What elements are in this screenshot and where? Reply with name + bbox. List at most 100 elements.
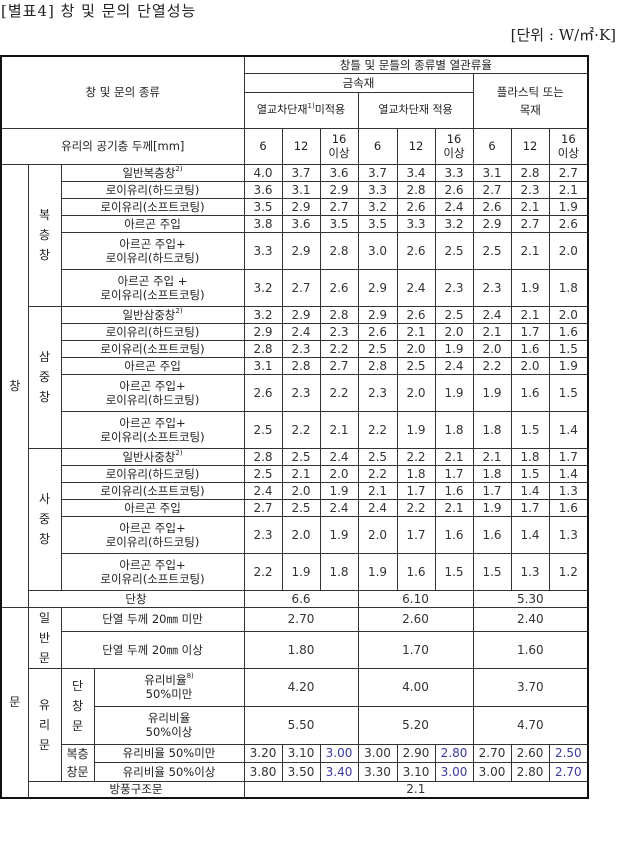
table-row: 단열 두께 20㎜ 이상 1.80 1.70 1.60 <box>1 631 589 669</box>
row-label: 단열 두께 20㎜ 미만 <box>60 606 245 633</box>
thickness-header: 6 <box>472 127 512 165</box>
u-value: 1.8 <box>472 410 512 449</box>
u-value: 2.2 <box>357 464 398 483</box>
single-window-label: 단창 <box>27 589 245 608</box>
u-value: 1.7 <box>472 481 512 500</box>
u-value: 3.1 <box>243 356 283 375</box>
door-category: 문 <box>0 606 29 799</box>
row-label-text: 일반사중창 <box>122 449 176 464</box>
u-value: 2.1 <box>319 410 359 449</box>
single-glass-door-group: 단창문 <box>60 667 95 745</box>
u-value: 2.90 <box>396 743 436 763</box>
u-value: 2.7 <box>472 180 512 199</box>
u-value: 2.6 <box>396 197 436 216</box>
u-value: 2.8 <box>243 339 283 358</box>
u-value: 2.7 <box>281 268 321 307</box>
u-value: 4.00 <box>357 667 474 707</box>
u-value: 2.9 <box>243 322 283 341</box>
table-row: 방풍구조문 2.1 <box>1 780 589 799</box>
u-value: 2.1 <box>243 780 589 799</box>
u-value: 2.0 <box>510 356 550 375</box>
u-value: 2.4 <box>357 498 398 517</box>
u-value: 2.2 <box>396 447 436 466</box>
u-value: 3.0 <box>357 231 398 270</box>
u-value: 3.3 <box>434 163 474 182</box>
row-label: 유리비율8) 50%미만 <box>93 667 245 707</box>
row-label: 로이유리(하드코팅) <box>60 322 245 341</box>
u-value: 3.10 <box>396 762 436 782</box>
row-label-text: 일반삼중창 <box>122 307 176 322</box>
u-value: 2.0 <box>434 322 474 341</box>
u-value: 1.8 <box>396 464 436 483</box>
row-label-text: 로이유리(하드코팅) <box>105 182 200 197</box>
u-value: 1.4 <box>548 464 589 483</box>
u-value: 2.3 <box>281 373 321 412</box>
u-value: 1.8 <box>510 447 550 466</box>
u-value: 2.3 <box>357 373 398 412</box>
thickness-header: 12 <box>281 127 321 165</box>
u-value: 2.6 <box>319 268 359 307</box>
u-value: 1.5 <box>548 373 589 412</box>
u-value: 2.5 <box>243 464 283 483</box>
u-value: 2.0 <box>319 464 359 483</box>
u-value: 2.3 <box>281 339 321 358</box>
no-thermal-break-header: 열교차단재1)미적용 <box>243 91 359 129</box>
row-label-text: 50%미만 <box>145 687 193 701</box>
u-value: 2.1 <box>472 322 512 341</box>
u-value: 1.5 <box>434 552 474 591</box>
table-row: 로이유리(소프트코팅) 2.4 2.0 1.9 2.1 1.7 1.6 1.7 1.4 1.3 <box>1 481 589 500</box>
no-thermal-break-label: 열교차단재 <box>256 103 308 116</box>
u-value: 4.0 <box>243 163 283 182</box>
table-row: 단창 6.6 6.10 5.30 <box>1 589 589 608</box>
u-value: 4.20 <box>243 667 359 707</box>
u-value: 1.9 <box>548 356 589 375</box>
u-value: 2.2 <box>243 552 283 591</box>
row-label: 아르곤 주입 <box>60 214 245 233</box>
u-value: 2.5 <box>434 231 474 270</box>
u-value: 5.20 <box>357 705 474 745</box>
row-label: 일반사중창2) <box>60 447 245 466</box>
window-category: 창 <box>0 163 29 608</box>
u-value: 1.4 <box>510 481 550 500</box>
footnote-ref: 2) <box>175 448 183 457</box>
u-value: 1.9 <box>434 339 474 358</box>
table-row: 유리비율 50%이상 5.50 5.20 4.70 <box>1 705 589 745</box>
thickness-header: 6 <box>357 127 398 165</box>
u-value: 3.00 <box>319 743 359 763</box>
row-label-text: 로이유리(하드코팅) <box>105 324 200 339</box>
u-value: 2.70 <box>548 762 589 782</box>
row-label: 아르곤 주입+ 로이유리(소프트코팅) <box>60 410 245 449</box>
u-value: 2.4 <box>243 481 283 500</box>
table-row: 아르곤 주입 3.8 3.6 3.5 3.5 3.3 3.2 2.9 2.7 2.6 <box>1 214 589 233</box>
table-row: 로이유리(하드코팅) 2.5 2.1 2.0 2.2 1.8 1.7 1.8 1.5 1.4 <box>1 464 589 483</box>
row-label-text: 유리비율 <box>144 673 187 687</box>
u-value: 2.9 <box>281 197 321 216</box>
u-value: 2.9 <box>357 268 398 307</box>
u-value: 2.9 <box>281 305 321 324</box>
footnote-ref: 1) <box>307 102 315 110</box>
u-value: 2.6 <box>396 231 436 270</box>
table-row: 삼중창 일반삼중창2) 3.2 2.9 2.8 2.9 2.6 2.5 2.4 2.1 2.0 <box>1 305 589 449</box>
u-value: 2.0 <box>357 515 398 554</box>
u-value: 1.8 <box>319 552 359 591</box>
table-row: 아르곤 주입 3.1 2.8 2.7 2.8 2.5 2.4 2.2 2.0 1.9 <box>1 356 589 375</box>
u-value: 2.4 <box>396 268 436 307</box>
u-value: 2.9 <box>319 180 359 199</box>
general-door-group: 일반문 <box>27 606 62 669</box>
u-value: 2.5 <box>243 410 283 449</box>
u-value: 2.0 <box>396 339 436 358</box>
u-value: 2.80 <box>510 762 550 782</box>
u-value: 5.50 <box>243 705 359 745</box>
u-value: 3.1 <box>281 180 321 199</box>
u-value: 2.1 <box>434 498 474 517</box>
u-value: 3.20 <box>243 743 283 763</box>
row-label-text: 로이유리(소프트코팅) <box>100 199 205 214</box>
row-label: 아르곤 주입 <box>60 356 245 375</box>
door-category-label: 문 <box>9 695 21 710</box>
u-value: 1.6 <box>396 552 436 591</box>
row-label: 유리비율 50%이상 <box>93 705 245 745</box>
u-value: 2.5 <box>357 447 398 466</box>
table-row: 로이유리(하드코팅) 2.9 2.4 2.3 2.6 2.1 2.0 2.1 1.7 1.6 <box>1 322 589 341</box>
u-value: 6.6 <box>243 589 359 608</box>
u-value: 3.00 <box>357 743 398 763</box>
